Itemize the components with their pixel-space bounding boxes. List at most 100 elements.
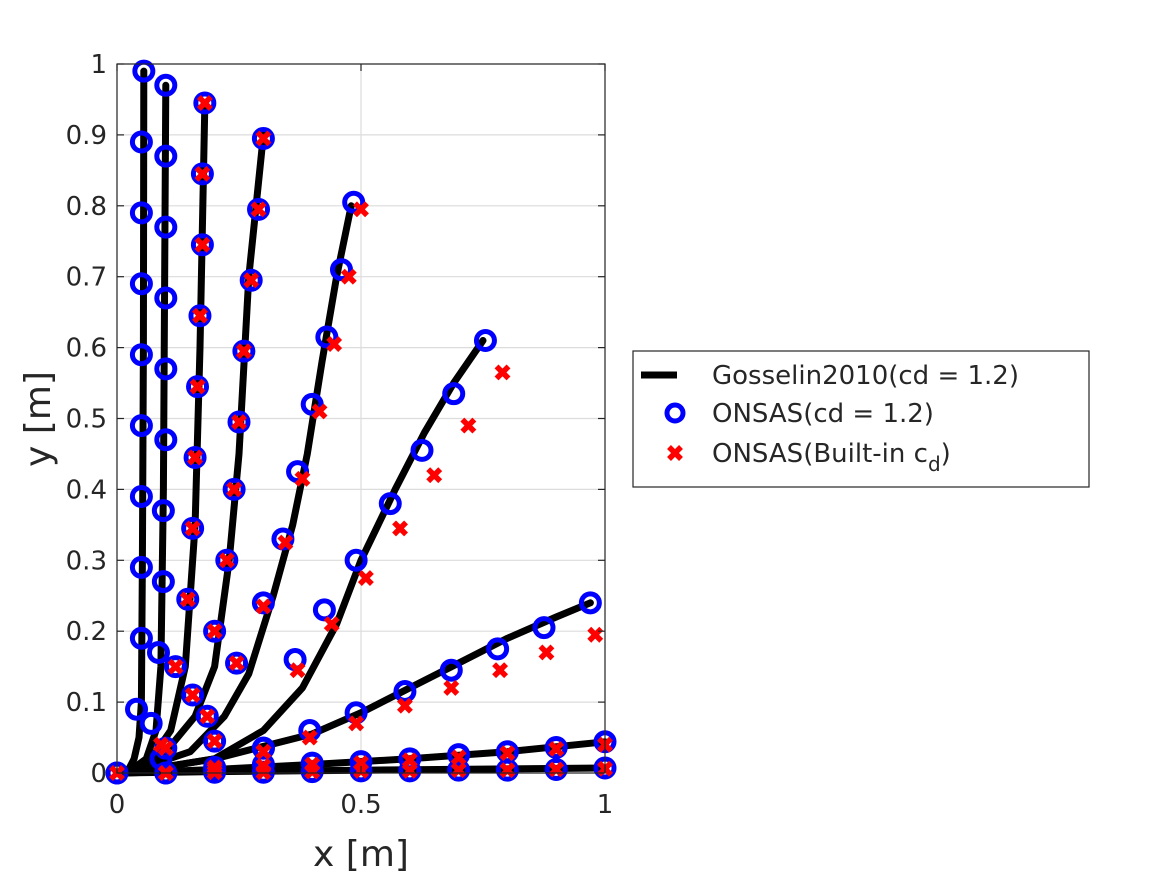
onsas-point	[193, 91, 217, 115]
onsas-point	[129, 343, 153, 367]
gosselin-curve	[123, 337, 487, 777]
onsas-point	[300, 392, 324, 416]
onsas-point	[251, 591, 275, 615]
onsas-point	[195, 704, 219, 728]
builtin-point	[194, 236, 211, 253]
onsas-point	[183, 445, 207, 469]
y-tick-label: 0.9	[66, 121, 107, 151]
builtin-point	[196, 95, 213, 111]
builtin-point	[357, 570, 374, 586]
onsas-point	[139, 711, 163, 735]
x-axis-label: x [m]	[313, 834, 409, 875]
onsas-point	[154, 215, 178, 239]
builtin-point	[192, 307, 208, 324]
builtin-point	[443, 679, 460, 696]
builtin-point	[392, 520, 408, 537]
onsas-point	[544, 735, 568, 759]
onsas-point	[129, 414, 153, 438]
onsas-point	[129, 555, 153, 579]
builtin-point	[255, 764, 272, 781]
onsas-point	[186, 375, 210, 399]
legend: Gosselin2010(cd = 1.2)ONSAS(cd = 1.2)ONS…	[632, 350, 1090, 488]
onsas-point	[239, 268, 263, 292]
legend-circle-swatch	[664, 402, 686, 424]
onsas-point	[222, 477, 246, 501]
builtin-point	[401, 762, 418, 779]
builtin-point	[289, 662, 306, 679]
builtin-point	[250, 201, 267, 218]
onsas-point	[151, 570, 175, 594]
builtin-point	[243, 272, 260, 289]
builtin-point	[396, 697, 413, 714]
builtin-point	[255, 130, 272, 147]
onsas-point	[439, 658, 463, 682]
builtin-point	[353, 201, 369, 218]
onsas-point	[495, 758, 519, 782]
onsas-point	[164, 655, 188, 679]
onsas-point	[190, 162, 214, 186]
builtin-point	[206, 623, 223, 640]
onsas-point	[215, 548, 239, 572]
onsas-point	[154, 357, 178, 381]
onsas-point	[125, 697, 149, 721]
onsas-point	[190, 233, 214, 257]
onsas-point	[154, 73, 178, 97]
onsas-point	[410, 438, 434, 462]
onsas-point	[342, 190, 366, 214]
builtin-point	[311, 403, 328, 420]
onsas-point	[578, 591, 602, 615]
onsas-point	[129, 272, 153, 296]
legend-label: ONSAS(cd = 1.2)	[712, 399, 934, 429]
builtin-point	[228, 655, 245, 672]
y-tick-label: 0.4	[66, 475, 107, 505]
y-tick-label: 0.5	[66, 405, 107, 435]
builtin-point	[206, 733, 223, 750]
onsas-point	[129, 484, 153, 508]
onsas-point	[247, 197, 271, 221]
onsas-point	[181, 683, 205, 707]
onsas-point	[154, 428, 178, 452]
builtin-point	[157, 740, 174, 757]
onsas-point	[251, 126, 275, 150]
builtin-point	[218, 552, 235, 569]
onsas-point	[129, 130, 153, 154]
y-tick-label: 0.6	[66, 334, 107, 364]
onsas-point	[154, 144, 178, 168]
y-tick-label: 0.2	[66, 617, 107, 647]
onsas-point	[151, 499, 175, 523]
onsas-point	[146, 640, 170, 664]
x-tick-label: 0.5	[340, 790, 381, 820]
builtin-point	[326, 336, 343, 352]
onsas-point	[312, 598, 336, 622]
builtin-point	[194, 165, 211, 182]
legend-box	[632, 350, 1090, 488]
onsas-point	[203, 729, 227, 753]
legend-cross-swatch	[667, 445, 683, 461]
onsas-point	[393, 679, 417, 703]
y-tick-label: 0	[90, 759, 107, 789]
builtin-point	[277, 534, 294, 551]
onsas-point	[129, 201, 153, 225]
builtin-point	[340, 268, 357, 285]
onsas-point	[344, 548, 368, 572]
builtin-point	[184, 687, 201, 703]
builtin-point	[255, 598, 272, 615]
onsas-point	[181, 516, 205, 540]
x-tick-label: 0	[109, 790, 126, 820]
builtin-point	[294, 470, 311, 487]
ticks: 0 0.5 1 0 0.1 0.2 0.3 0.4 0.5 0.6 0.7 0.8 0.9 1	[66, 50, 614, 820]
onsas-point	[232, 339, 256, 363]
y-tick-label: 0.8	[66, 192, 107, 222]
builtin-point	[187, 449, 204, 466]
y-tick-label: 1	[90, 50, 107, 80]
builtin-point	[235, 343, 252, 360]
builtin-point	[538, 644, 555, 661]
onsas-point	[473, 329, 497, 353]
builtin-point	[206, 764, 223, 781]
builtin-point	[179, 591, 196, 608]
builtin-point	[348, 715, 365, 732]
builtin-point	[426, 467, 443, 484]
builtin-point	[199, 708, 216, 725]
onsas-point	[442, 382, 466, 406]
onsas-point	[378, 492, 402, 516]
